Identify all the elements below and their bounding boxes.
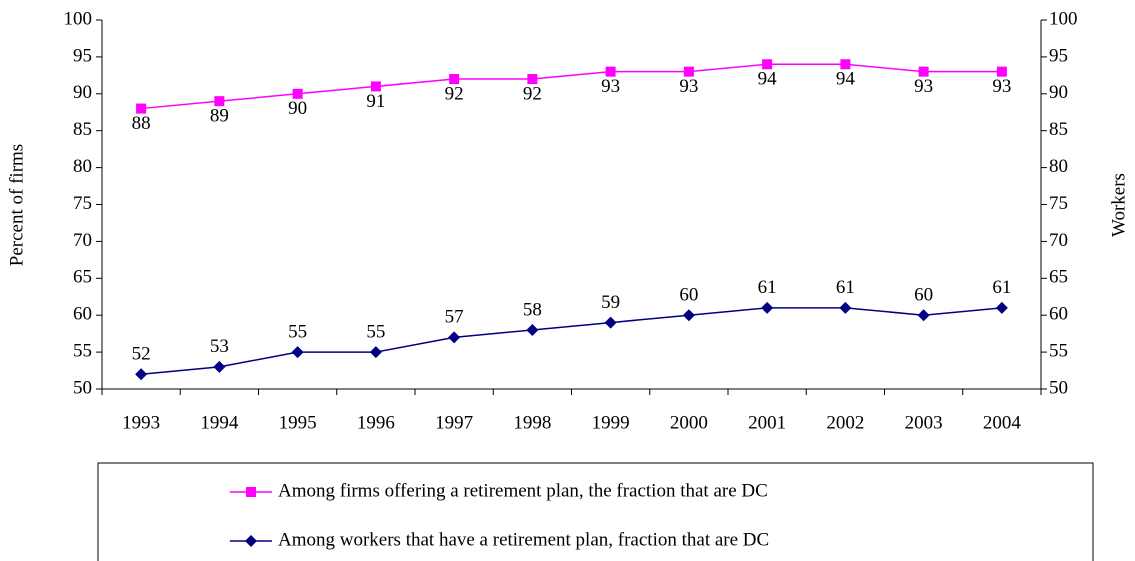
data-point [292,88,303,99]
y2-tick-label: 55 [1049,340,1068,361]
data-label: 94 [758,69,778,90]
data-point [604,316,617,329]
x-tick-label: 1999 [592,412,630,433]
x-tick-label: 2001 [748,412,786,433]
x-tick-label: 1994 [200,412,239,433]
data-point [135,368,148,381]
data-point [136,103,147,114]
data-point [683,66,694,77]
data-point [526,323,539,336]
data-point [761,301,774,314]
data-point [996,66,1007,77]
x-tick-label: 1998 [513,412,551,433]
data-label: 60 [914,285,933,306]
y-tick-label: 80 [73,156,92,177]
data-label: 93 [992,76,1011,97]
y2-tick-label: 90 [1049,82,1068,103]
data-point [605,66,616,77]
legend-box [97,462,1094,561]
x-tick-label: 1997 [435,412,473,433]
y-tick-label: 50 [73,377,92,398]
data-point [839,301,852,314]
data-point [448,331,461,344]
data-point [449,74,460,85]
data-point [527,74,538,85]
series-line [141,307,1002,375]
data-label: 93 [914,76,933,97]
y-axis-title: Percent of firms [6,144,27,266]
data-point [682,309,695,322]
y2-tick-label: 75 [1049,193,1068,214]
data-label: 60 [679,285,698,306]
data-label: 53 [210,336,229,357]
x-tick-label: 2002 [826,412,864,433]
y2-tick-label: 85 [1049,119,1068,140]
y-tick-label: 65 [73,267,92,288]
legend-marker [245,535,257,547]
data-point [762,59,773,70]
y-tick-label: 55 [73,340,92,361]
y-tick-label: 100 [64,8,93,29]
data-label: 88 [132,113,151,134]
y2-tick-label: 70 [1049,230,1068,251]
data-point [370,81,381,92]
x-tick-label: 1996 [357,412,395,433]
y2-tick-label: 80 [1049,156,1068,177]
y-tick-label: 70 [73,230,92,251]
data-point [918,66,929,77]
series-line [141,63,1002,110]
data-label: 90 [288,98,307,119]
y-tick-label: 85 [73,119,92,140]
data-label: 57 [445,307,464,328]
data-label: 58 [523,299,542,320]
data-point [214,96,225,107]
data-label: 94 [836,69,856,90]
data-label: 92 [445,83,464,104]
data-label: 52 [132,344,151,365]
y2-tick-label: 50 [1049,377,1068,398]
data-label: 61 [758,277,777,298]
data-label: 91 [366,91,385,112]
legend-marker [246,487,256,497]
data-label: 89 [210,106,229,127]
data-point [840,59,851,70]
legend-label: Among workers that have a retirement pla… [278,529,769,550]
data-label: 61 [992,277,1011,298]
x-tick-label: 2003 [905,412,943,433]
data-label: 93 [601,76,620,97]
data-point [213,360,226,373]
y-tick-label: 95 [73,45,92,66]
y-tick-label: 75 [73,193,92,214]
data-point [291,346,304,359]
y-tick-label: 60 [73,304,92,325]
data-label: 61 [836,277,855,298]
y2-axis-title: Workers [1108,173,1129,237]
data-label: 92 [523,83,542,104]
data-point [917,309,930,322]
y2-tick-label: 100 [1049,8,1078,29]
data-label: 55 [366,321,385,342]
x-tick-label: 2000 [670,412,708,433]
x-tick-label: 1995 [279,412,317,433]
data-label: 93 [679,76,698,97]
y2-tick-label: 65 [1049,267,1068,288]
data-label: 59 [601,292,620,313]
data-point [995,301,1008,314]
y2-tick-label: 60 [1049,304,1068,325]
y-tick-label: 90 [73,82,92,103]
x-tick-label: 1993 [122,412,160,433]
x-tick-label: 2004 [983,412,1022,433]
data-point [369,346,382,359]
legend-label: Among firms offering a retirement plan, … [278,480,768,501]
y2-tick-label: 95 [1049,45,1068,66]
data-label: 55 [288,321,307,342]
